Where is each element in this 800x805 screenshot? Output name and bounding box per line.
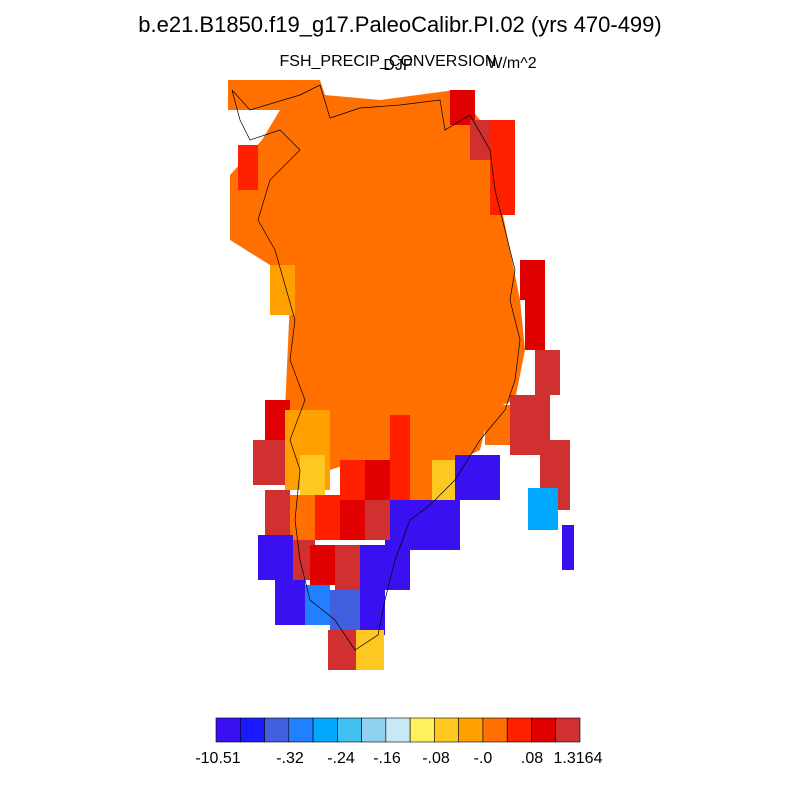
colorbar-label: -.24 [327, 750, 355, 767]
colorbar-label: -.16 [373, 750, 401, 767]
units: W/m^2 [487, 55, 536, 72]
colorbar-box [531, 717, 557, 743]
variable-name: FSH_PRECIP_CONVERSION [280, 53, 497, 70]
colorbar-box [337, 717, 362, 743]
colorbar-box [434, 717, 459, 743]
colorbar-box [215, 717, 241, 743]
colorbar-box [506, 717, 532, 743]
colorbar-label: -.0 [474, 750, 493, 767]
coastline [231, 84, 521, 651]
map [228, 80, 574, 670]
colorbar-box [482, 717, 508, 743]
grid-cells [238, 90, 574, 670]
colorbar-box [288, 717, 314, 743]
colorbar-label: 1.3164 [554, 750, 603, 767]
colorbar-box [385, 717, 411, 743]
colorbar: -10.51 -.32 -.24 -.16 -.08 -.0 .08 1.3164 [195, 717, 603, 767]
colorbar-box [458, 717, 484, 743]
colorbar-box [361, 717, 387, 743]
colorbar-label: -.32 [276, 750, 304, 767]
field-region [228, 80, 525, 480]
colorbar-box [264, 717, 290, 743]
colorbar-box [555, 717, 581, 743]
colorbar-label: -.08 [422, 750, 450, 767]
colorbar-label: -10.51 [195, 750, 240, 767]
title: b.e21.B1850.f19_g17.PaleoCalibr.PI.02 (y… [138, 12, 661, 37]
season: DJF [383, 57, 413, 74]
colorbar-box [312, 717, 338, 743]
colorbar-box [409, 717, 435, 743]
colorbar-box [239, 717, 265, 743]
colorbar-label: .08 [521, 750, 543, 767]
